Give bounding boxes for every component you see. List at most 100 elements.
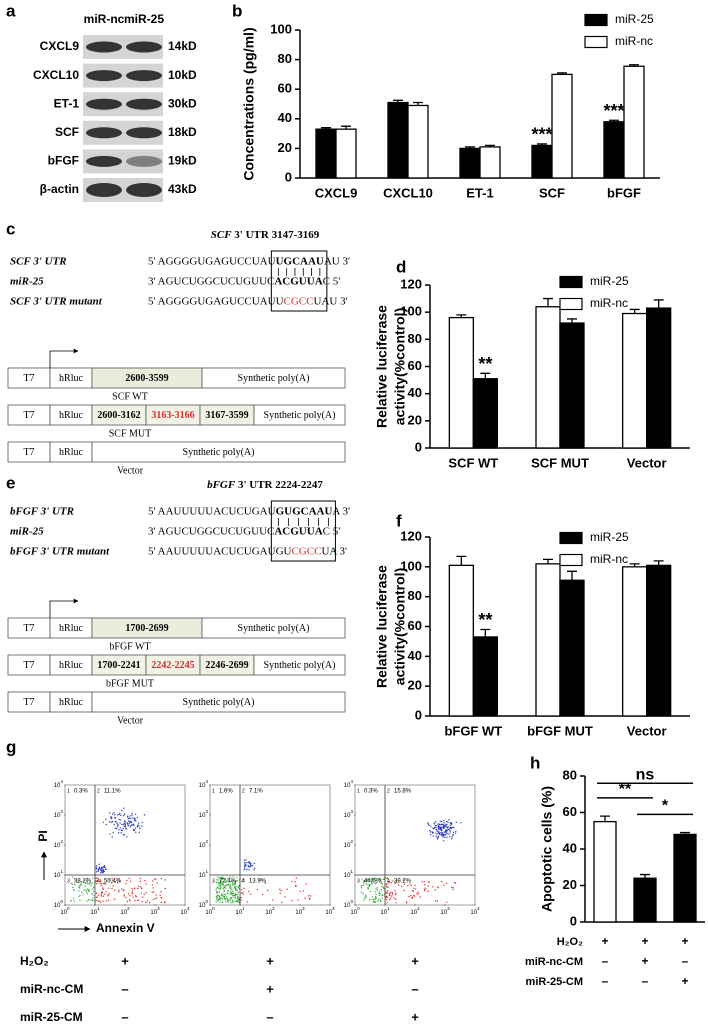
flow-event <box>408 895 410 898</box>
construct-caption: SCF WT <box>112 391 148 402</box>
condition-mark: – <box>602 974 609 988</box>
flow-event <box>124 823 126 826</box>
construct-box-label: 2600-3599 <box>125 373 168 384</box>
flow-event <box>379 899 382 902</box>
flow-y-tick-label: 104 <box>199 779 209 788</box>
flow-x-label: Annexin V <box>96 921 155 935</box>
flow-event <box>272 899 274 901</box>
error-bar <box>653 299 664 309</box>
flow-event <box>232 900 234 902</box>
condition-label: miR-25-CM <box>526 976 583 988</box>
flow-event <box>423 889 426 892</box>
panel-label: f <box>396 511 402 530</box>
flow-x-tick-label: 102 <box>265 906 275 915</box>
sequence-part: 3' AGUCUGGCUCUGUUC <box>148 276 274 288</box>
flow-event <box>242 878 244 880</box>
flow-event <box>102 888 104 891</box>
construct-box-label: 3167-3599 <box>205 410 248 421</box>
flow-event <box>215 901 217 903</box>
flow-event <box>143 893 145 896</box>
flow-event <box>446 831 448 833</box>
flow-event <box>108 879 111 881</box>
flow-event <box>113 898 116 901</box>
flow-event <box>95 892 98 895</box>
flow-x-tick-label: 100 <box>60 906 70 915</box>
tick-base: 10 <box>90 910 97 916</box>
flow-event <box>119 812 121 815</box>
flow-event <box>216 894 219 896</box>
bracket-label: ns <box>636 767 655 784</box>
flow-event <box>434 889 437 891</box>
flow-event <box>245 859 247 861</box>
flow-event <box>131 893 134 895</box>
flow-event <box>443 835 445 837</box>
flow-event <box>95 865 98 867</box>
flow-event <box>261 893 264 896</box>
error-bar <box>456 314 467 318</box>
flow-event <box>154 897 156 900</box>
flow-event <box>229 887 231 890</box>
flow-event <box>435 833 437 835</box>
flow-event <box>362 884 365 887</box>
flow-event <box>240 899 242 901</box>
flow-event <box>100 885 102 887</box>
flow-event <box>448 828 450 830</box>
flow-event <box>232 876 235 878</box>
flow-event <box>423 888 426 891</box>
flow-event <box>364 897 366 900</box>
flow-event <box>234 893 237 896</box>
flow-event <box>233 893 235 896</box>
y-tick-label: 40 <box>563 840 577 855</box>
flow-event <box>375 881 378 884</box>
blot-row-label: CXCL9 <box>40 39 80 53</box>
flow-event <box>100 894 103 896</box>
treatment-mark: + <box>266 981 274 996</box>
flow-event <box>135 895 137 898</box>
flow-event <box>110 818 113 820</box>
sequence-part: 5' AGGGGUGAGUCCUAU <box>148 256 276 268</box>
flow-event <box>446 901 448 903</box>
flow-event <box>143 814 146 816</box>
flow-event <box>391 893 394 895</box>
alignment-label: miR-25 <box>10 276 44 288</box>
flow-event <box>242 891 244 894</box>
treatment-mark: + <box>121 953 129 968</box>
y-tick-label: 100 <box>270 21 292 36</box>
flow-event <box>237 885 240 888</box>
flow-event <box>448 833 450 835</box>
flow-event <box>100 895 103 897</box>
flow-event <box>412 887 415 889</box>
flow-event <box>101 869 103 872</box>
tick-exponent: 1 <box>350 869 353 874</box>
flow-event <box>107 899 110 901</box>
flow-event <box>232 890 234 893</box>
tick-exponent: 3 <box>205 809 208 814</box>
flow-event <box>437 835 439 838</box>
bar <box>472 636 498 717</box>
flow-event <box>215 889 217 891</box>
x-tick-label: Vector <box>627 455 667 470</box>
flow-event <box>224 881 226 883</box>
sequence-part: ACGUUA <box>274 526 322 538</box>
flow-event <box>431 831 434 834</box>
flow-event <box>380 881 383 883</box>
blot-size-label: 10kD <box>168 68 197 82</box>
flow-event <box>95 880 97 882</box>
flow-event <box>378 894 381 897</box>
flow-event <box>234 889 237 891</box>
flow-event <box>435 824 437 827</box>
bracket-label: ** <box>619 781 632 798</box>
bar <box>315 128 337 179</box>
flow-event <box>237 895 239 898</box>
blot-band <box>86 41 122 53</box>
flow-event <box>443 822 445 824</box>
construct-box <box>201 367 346 389</box>
sequence-part: 5' AGGGGUGAGUCCUAU <box>148 296 276 308</box>
quadrant-id: 3 <box>67 878 70 884</box>
flow-event <box>451 822 453 825</box>
alignment-label: SCF 3' UTR mutant <box>10 296 103 308</box>
flow-event <box>432 835 434 837</box>
flow-event <box>134 827 137 829</box>
quadrant-percent: 11.1% <box>104 789 121 795</box>
